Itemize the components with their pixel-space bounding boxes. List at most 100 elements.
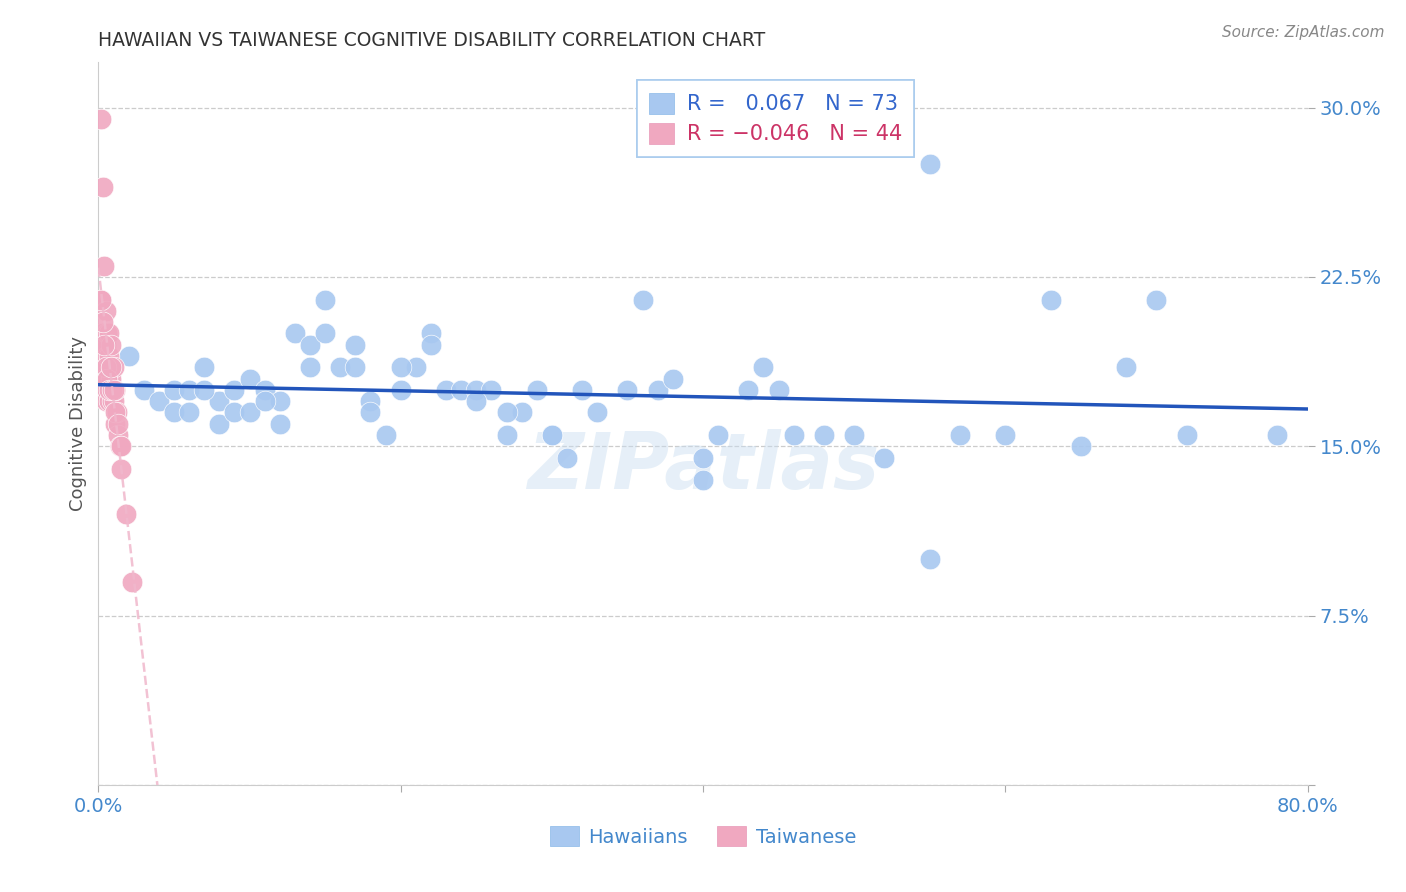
Point <box>179 383 201 397</box>
Point <box>103 383 125 397</box>
Point <box>94 360 117 375</box>
Point <box>1175 428 1198 442</box>
Point <box>389 360 412 375</box>
Point <box>314 326 336 341</box>
Point <box>93 337 115 351</box>
Point <box>98 394 121 409</box>
Point <box>110 462 132 476</box>
Point <box>98 326 121 341</box>
Point <box>101 394 124 409</box>
Point <box>540 428 562 442</box>
Point <box>224 383 246 397</box>
Point <box>94 303 117 318</box>
Y-axis label: Cognitive Disability: Cognitive Disability <box>69 336 87 511</box>
Point <box>107 417 129 431</box>
Point <box>389 383 412 397</box>
Point <box>768 383 790 397</box>
Point <box>118 349 141 363</box>
Point <box>1070 439 1092 453</box>
Point <box>163 383 186 397</box>
Point <box>90 349 112 363</box>
Point <box>360 405 382 419</box>
Point <box>224 405 246 419</box>
Point <box>465 383 488 397</box>
Point <box>104 405 127 419</box>
Point <box>344 360 367 375</box>
Point <box>314 293 336 307</box>
Point <box>96 371 118 385</box>
Point <box>208 417 231 431</box>
Point <box>100 371 122 385</box>
Point <box>647 383 669 397</box>
Point <box>193 360 215 375</box>
Point <box>107 428 129 442</box>
Point <box>586 405 609 419</box>
Point <box>405 360 427 375</box>
Point <box>1144 293 1167 307</box>
Point <box>1115 360 1137 375</box>
Point <box>420 337 443 351</box>
Point <box>93 371 115 385</box>
Text: HAWAIIAN VS TAIWANESE COGNITIVE DISABILITY CORRELATION CHART: HAWAIIAN VS TAIWANESE COGNITIVE DISABILI… <box>98 30 766 50</box>
Point <box>90 112 112 126</box>
Point <box>163 405 186 419</box>
Point <box>284 326 307 341</box>
Point <box>873 450 896 465</box>
Point <box>450 383 472 397</box>
Point <box>101 360 124 375</box>
Point <box>132 383 155 397</box>
Point <box>344 337 367 351</box>
Point <box>737 383 759 397</box>
Point <box>495 405 517 419</box>
Point <box>253 383 276 397</box>
Point <box>510 405 533 419</box>
Point <box>148 394 170 409</box>
Point <box>692 450 714 465</box>
Point <box>93 337 115 351</box>
Point <box>239 371 262 385</box>
Point <box>91 179 114 194</box>
Point <box>269 417 291 431</box>
Point <box>114 507 136 521</box>
Point <box>98 349 121 363</box>
Point <box>299 360 322 375</box>
Point <box>329 360 352 375</box>
Point <box>918 552 941 566</box>
Point <box>104 417 127 431</box>
Point <box>616 383 638 397</box>
Point <box>481 383 503 397</box>
Legend: R =   0.067   N = 73, R = −0.046   N = 44: R = 0.067 N = 73, R = −0.046 N = 44 <box>637 80 914 157</box>
Point <box>434 383 457 397</box>
Point <box>752 360 775 375</box>
Text: Source: ZipAtlas.com: Source: ZipAtlas.com <box>1222 25 1385 40</box>
Point <box>100 337 122 351</box>
Point <box>179 405 201 419</box>
Point <box>571 383 593 397</box>
Point <box>661 371 683 385</box>
Point <box>91 315 114 329</box>
Point <box>813 428 835 442</box>
Point <box>253 394 276 409</box>
Point <box>555 450 578 465</box>
Text: ZIPatlas: ZIPatlas <box>527 429 879 505</box>
Point <box>360 394 382 409</box>
Point <box>526 383 548 397</box>
Point <box>1039 293 1062 307</box>
Point <box>96 349 118 363</box>
Point <box>269 394 291 409</box>
Point <box>844 428 866 442</box>
Point <box>108 439 131 453</box>
Point <box>103 360 125 375</box>
Point <box>918 157 941 171</box>
Point <box>208 394 231 409</box>
Point <box>465 394 488 409</box>
Point <box>299 337 322 351</box>
Point <box>707 428 730 442</box>
Point <box>783 428 806 442</box>
Point <box>93 259 115 273</box>
Point <box>1267 428 1289 442</box>
Point <box>94 394 117 409</box>
Point <box>91 360 114 375</box>
Point <box>949 428 972 442</box>
Point <box>103 394 125 409</box>
